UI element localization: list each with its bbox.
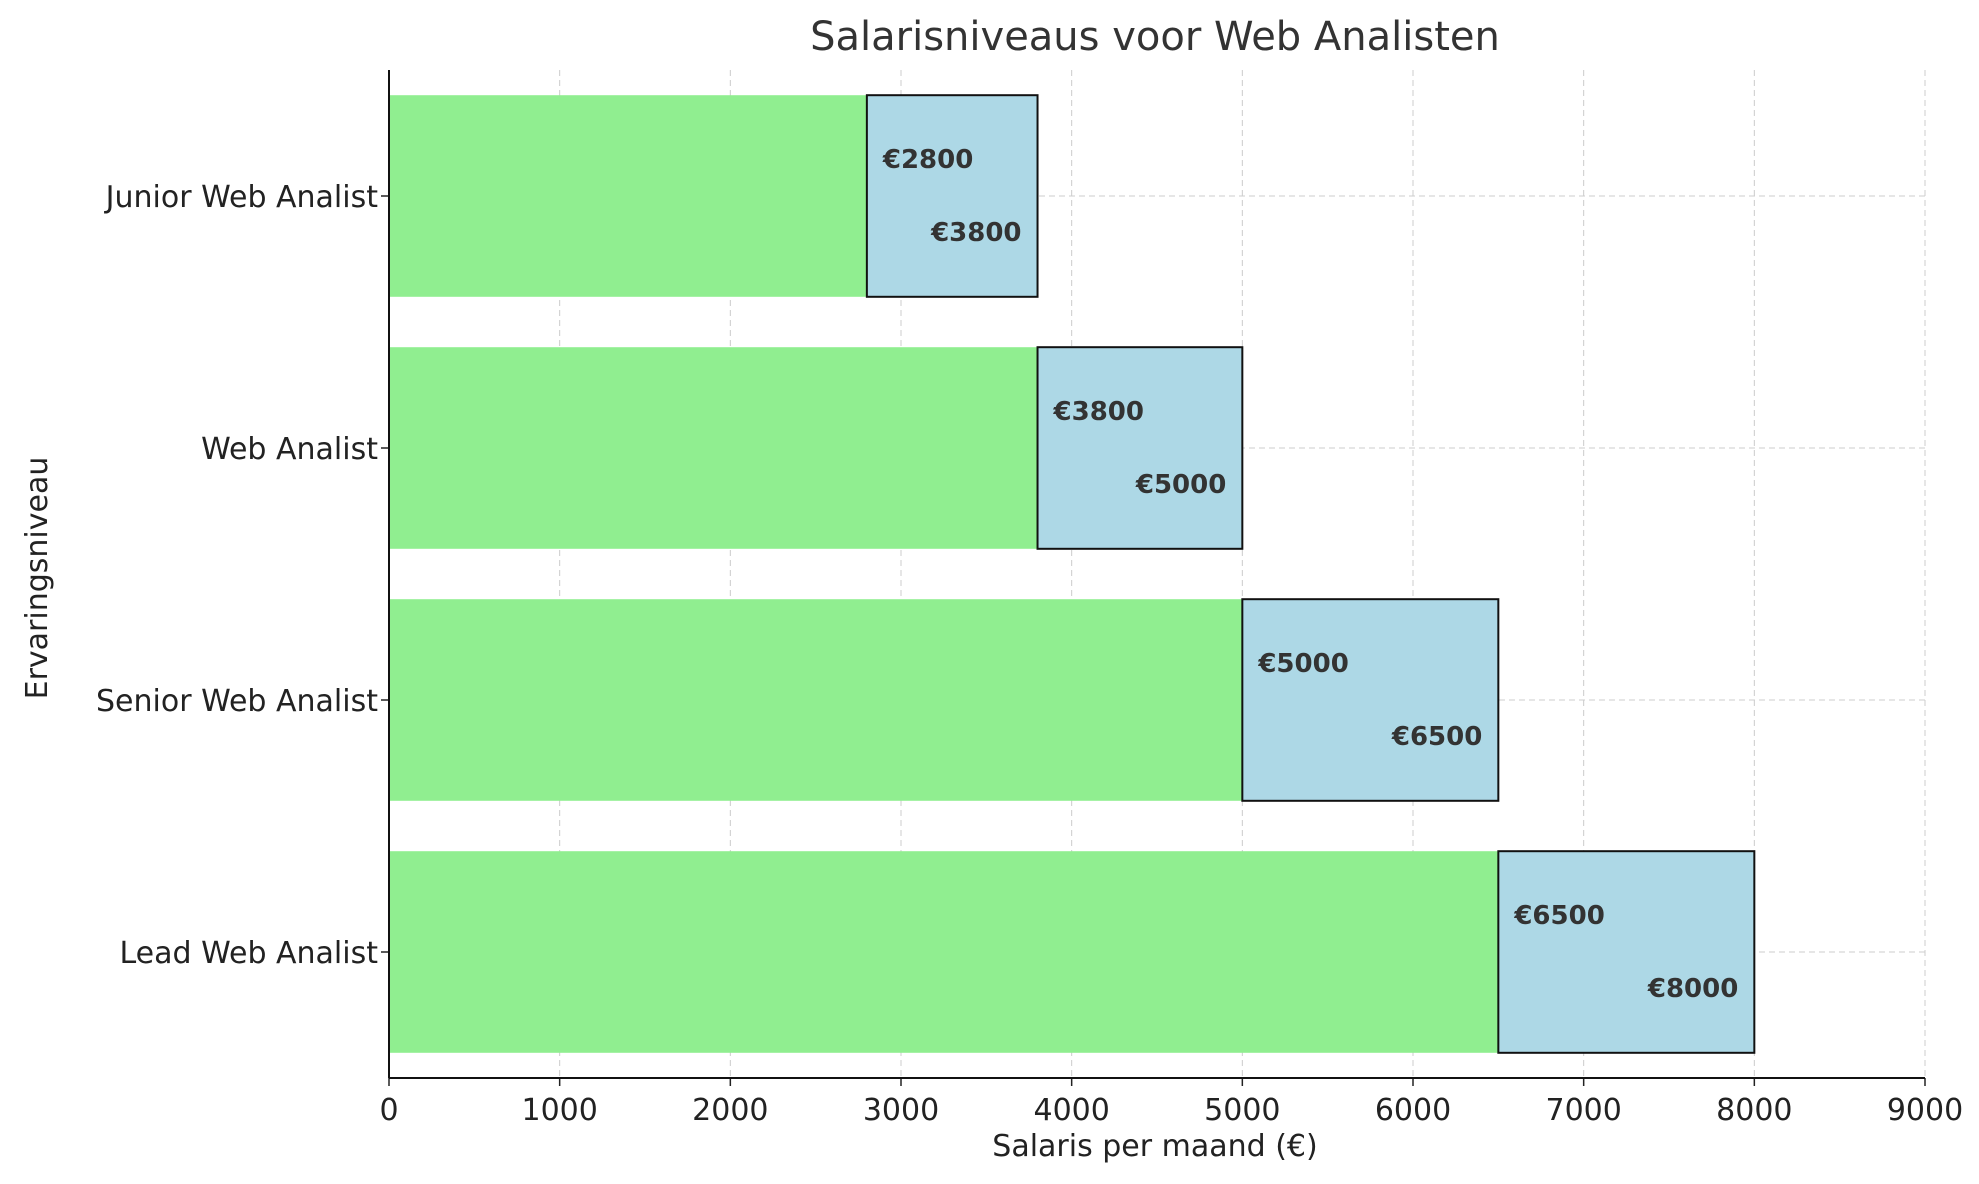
min-salary-label: €5000 [1257, 649, 1348, 679]
min-salary-label: €6500 [1513, 901, 1604, 931]
bars [389, 94, 1756, 1054]
salary-range-bar [1241, 598, 1500, 802]
y-axis-label: Ervaringsniveau [20, 457, 55, 700]
x-tick-label: 4000 [1033, 1093, 1109, 1128]
salary-range-bar [1036, 346, 1244, 550]
salary-range-bar [1497, 850, 1756, 1054]
max-salary-label: €5000 [1135, 470, 1226, 500]
max-salary-label: €3800 [930, 218, 1021, 248]
x-tick-label: 5000 [1204, 1093, 1280, 1128]
chart-title: Salarisniveaus voor Web Analisten [810, 14, 1500, 60]
data-labels: €2800 €3800 €3800 €5000 €5000 €6500 €6500 €8000 [882, 145, 1738, 1004]
min-salary-bar [389, 347, 1038, 549]
min-salary-bar [389, 851, 1499, 1053]
x-tick-label: 7000 [1545, 1093, 1621, 1128]
category-label: Senior Web Analist [96, 684, 378, 719]
x-tick-label: 6000 [1375, 1093, 1451, 1128]
category-label: Lead Web Analist [119, 936, 378, 971]
category-label: Junior Web Analist [104, 180, 379, 215]
x-tick-label: 9000 [1887, 1093, 1963, 1128]
min-salary-bar [389, 599, 1243, 801]
salary-range-bar [865, 94, 1039, 298]
x-tick-label: 8000 [1716, 1093, 1792, 1128]
min-salary-bar [389, 95, 867, 297]
x-tick-label: 0 [379, 1093, 398, 1128]
x-tick-label: 1000 [521, 1093, 597, 1128]
max-salary-label: €8000 [1647, 974, 1738, 1004]
max-salary-label: €6500 [1391, 722, 1482, 752]
axes: 0 1000 2000 3000 4000 5000 6000 7000 8000 9000 Jun… [96, 70, 1963, 1128]
category-label: Web Analist [201, 432, 378, 467]
min-salary-label: €2800 [882, 145, 973, 175]
x-tick-label: 3000 [863, 1093, 939, 1128]
x-tick-label: 2000 [692, 1093, 768, 1128]
min-salary-label: €3800 [1053, 397, 1144, 427]
x-axis-label: Salaris per maand (€) [992, 1129, 1317, 1164]
